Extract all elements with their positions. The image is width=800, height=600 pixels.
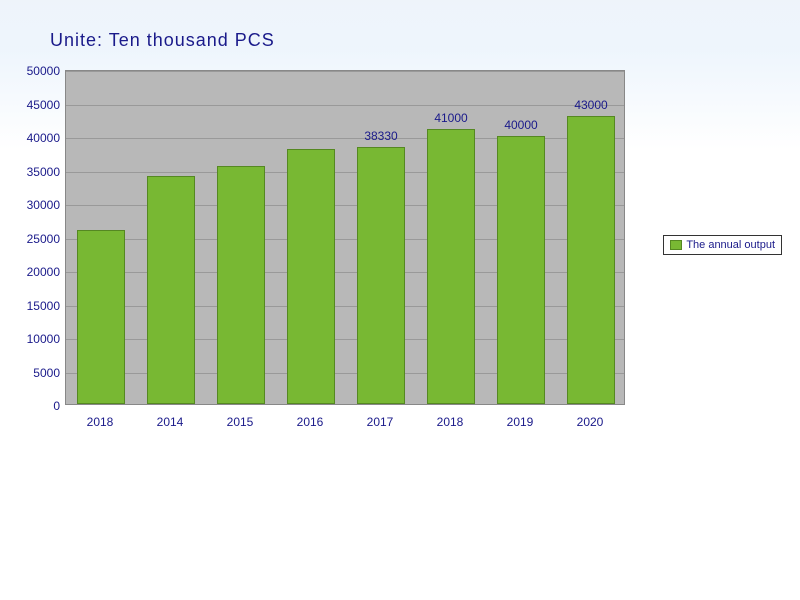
bar-value-label: 43000 bbox=[561, 98, 621, 112]
bar bbox=[357, 147, 405, 404]
bar bbox=[427, 129, 475, 404]
bar-value-label: 38330 bbox=[351, 129, 411, 143]
bar bbox=[287, 149, 335, 404]
x-tick-label: 2020 bbox=[560, 415, 620, 429]
y-tick-label: 20000 bbox=[10, 265, 60, 279]
x-tick-label: 2016 bbox=[280, 415, 340, 429]
y-tick-label: 30000 bbox=[10, 198, 60, 212]
x-tick-label: 2014 bbox=[140, 415, 200, 429]
bar bbox=[567, 116, 615, 404]
bar-value-label: 41000 bbox=[421, 111, 481, 125]
y-tick-label: 0 bbox=[10, 399, 60, 413]
y-tick-label: 15000 bbox=[10, 299, 60, 313]
y-tick-label: 10000 bbox=[10, 332, 60, 346]
bar bbox=[147, 176, 195, 404]
y-tick-label: 45000 bbox=[10, 98, 60, 112]
chart-subtitle: Unite: Ten thousand PCS bbox=[50, 30, 275, 51]
y-tick-label: 40000 bbox=[10, 131, 60, 145]
x-tick-label: 2015 bbox=[210, 415, 270, 429]
y-tick-label: 50000 bbox=[10, 64, 60, 78]
bar bbox=[77, 230, 125, 404]
legend: The annual output bbox=[663, 235, 782, 255]
bar-value-label: 40000 bbox=[491, 118, 551, 132]
gridline bbox=[66, 71, 624, 72]
y-tick-label: 35000 bbox=[10, 165, 60, 179]
plot-area: 38330 41000 40000 43000 bbox=[65, 70, 625, 405]
x-tick-label: 2017 bbox=[350, 415, 410, 429]
gridline bbox=[66, 105, 624, 106]
bar bbox=[497, 136, 545, 404]
bar bbox=[217, 166, 265, 404]
x-tick-label: 2018 bbox=[70, 415, 130, 429]
legend-label: The annual output bbox=[686, 239, 775, 251]
x-tick-label: 2019 bbox=[490, 415, 550, 429]
y-tick-label: 25000 bbox=[10, 232, 60, 246]
y-tick-label: 5000 bbox=[10, 366, 60, 380]
chart-container: 38330 41000 40000 43000 0 5000 10000 15000 2000… bbox=[10, 60, 790, 440]
legend-swatch bbox=[670, 240, 682, 250]
x-tick-label: 2018 bbox=[420, 415, 480, 429]
